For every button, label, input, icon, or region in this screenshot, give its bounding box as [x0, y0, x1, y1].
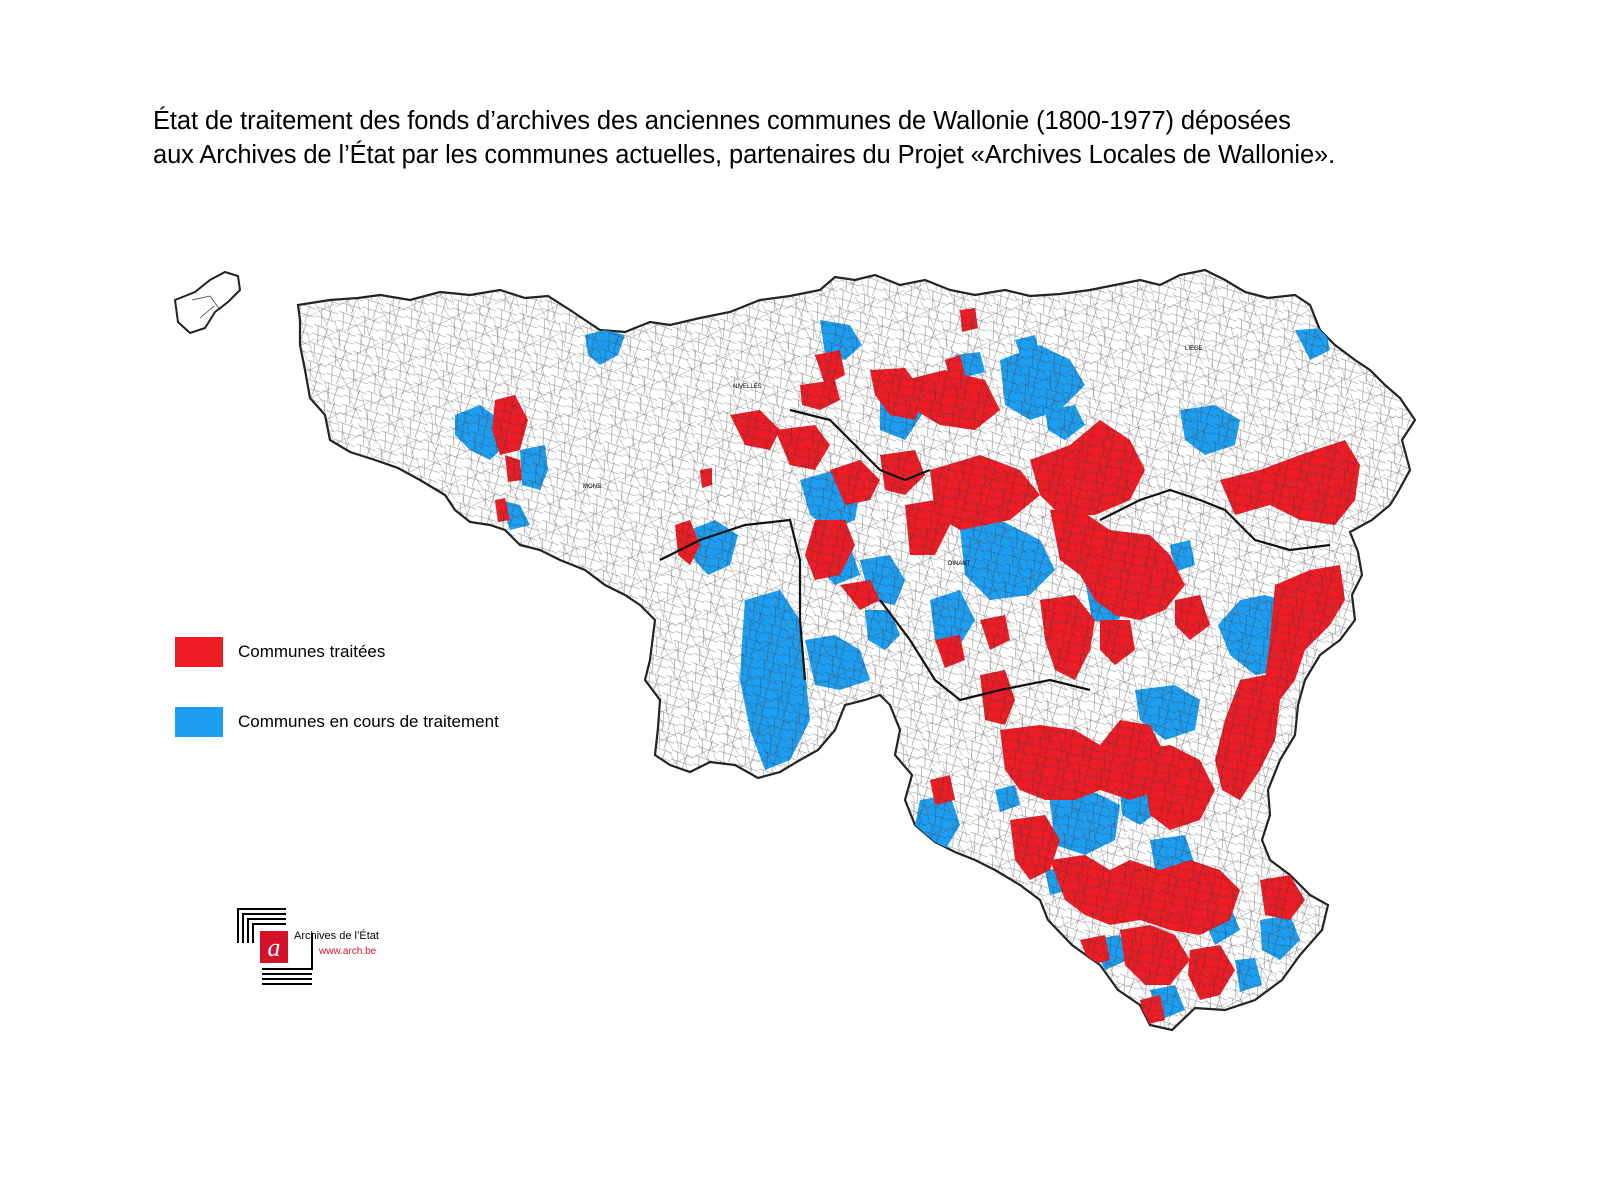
logo-name: Archives de l’État	[294, 930, 379, 942]
city-label-mons: MONS	[583, 484, 601, 490]
legend-swatch-in-progress	[175, 707, 223, 737]
map-title-line-2: aux Archives de l’État par les communes …	[153, 141, 1336, 169]
legend-swatch-treated	[175, 637, 223, 667]
city-label-dinant: DINANT	[948, 561, 971, 567]
map-title: État de traitement des fonds d’archives …	[153, 104, 1533, 172]
archives-logo: a Archives de l’État www.arch.be	[236, 907, 406, 991]
legend-item-in-progress: Communes en cours de traitement	[175, 707, 499, 737]
legend-label-in-progress: Communes en cours de traitement	[238, 712, 499, 731]
comines-warneton-exclave	[173, 270, 242, 335]
archives-logo-mark: a	[237, 908, 313, 985]
legend-label-treated: Communes traitées	[238, 642, 386, 661]
city-label-nivelles: NIVELLES	[733, 384, 762, 390]
logo-url[interactable]: www.arch.be	[319, 946, 377, 957]
province-borders	[659, 408, 1331, 702]
city-label-liege: LIEGE	[1185, 346, 1203, 352]
legend-item-treated: Communes traitées	[175, 637, 385, 667]
logo-letter: a	[268, 933, 281, 962]
map-title-line-1: État de traitement des fonds d’archives …	[153, 107, 1291, 135]
